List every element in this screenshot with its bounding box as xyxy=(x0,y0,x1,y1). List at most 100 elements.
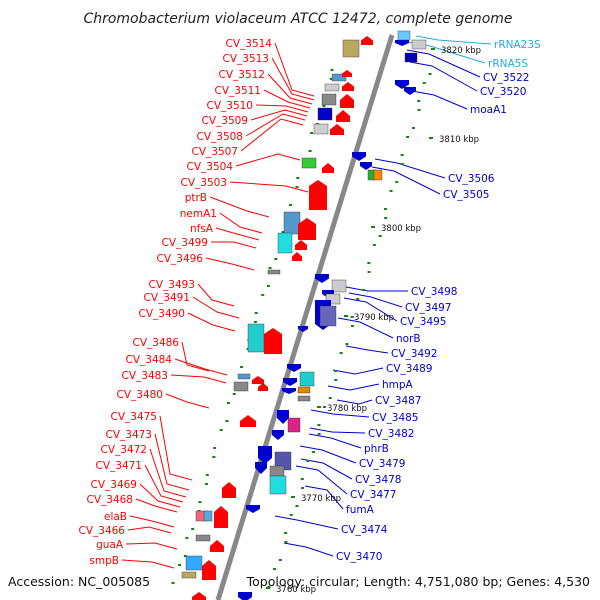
tick-dash xyxy=(428,73,432,75)
leader-line xyxy=(345,286,408,292)
tick-dash xyxy=(278,559,282,561)
tick-dash xyxy=(317,424,321,426)
gene-label-left: CV_3483 xyxy=(122,370,169,382)
tick-dash xyxy=(322,105,326,107)
leader-line xyxy=(263,89,311,109)
tick-dash xyxy=(254,312,258,314)
forward-gene-arrow xyxy=(202,560,216,580)
tick-dash xyxy=(334,379,338,381)
gene-box xyxy=(331,279,347,293)
reverse-gene-arrow xyxy=(395,80,409,89)
leader-line xyxy=(299,445,357,464)
leader-line xyxy=(406,49,481,78)
forward-gene-arrow xyxy=(258,383,268,391)
tick-dash xyxy=(205,483,209,485)
tick-dash xyxy=(261,294,265,296)
forward-gene-arrow xyxy=(322,163,334,173)
gene-label-left: CV_3480 xyxy=(117,389,164,401)
tick-dash xyxy=(395,181,399,183)
gene-label-left: CV_3472 xyxy=(101,444,148,456)
tick-dash xyxy=(339,352,343,354)
gene-label-left: CV_3491 xyxy=(144,292,191,304)
tick-dash xyxy=(273,568,277,570)
forward-gene-arrow xyxy=(192,592,206,600)
leader-line xyxy=(332,367,384,375)
tick-dash xyxy=(219,429,223,431)
tick-dash xyxy=(240,366,244,368)
leader-line xyxy=(283,542,334,557)
tick-dash xyxy=(171,582,175,584)
leader-line xyxy=(343,297,398,322)
gene-box xyxy=(195,534,211,542)
leader-line xyxy=(174,358,228,376)
leader-line xyxy=(170,374,227,384)
reverse-gene-arrow xyxy=(404,87,416,95)
tick-dash xyxy=(284,541,288,543)
topology-text: Topology: circular; Length: 4,751,080 bp… xyxy=(246,574,590,589)
gene-box xyxy=(233,381,249,392)
gene-label-left: elaB xyxy=(104,511,127,523)
gene-label-right: phrB xyxy=(364,443,389,455)
tick-dash xyxy=(411,127,415,129)
gene-label-right: fumA xyxy=(346,504,375,516)
gene-box xyxy=(181,571,197,579)
gene-features xyxy=(181,30,427,600)
leader-line xyxy=(240,118,304,152)
tick-dash xyxy=(422,82,426,84)
forward-gene-arrow xyxy=(214,506,228,528)
tick-dash xyxy=(232,393,236,395)
reverse-gene-arrow xyxy=(258,446,272,464)
kbp-label: 3800 kbp xyxy=(381,224,421,234)
kbp-tick xyxy=(291,496,295,498)
gene-label-left: CV_3486 xyxy=(133,337,180,349)
leader-line xyxy=(371,166,441,195)
gene-label-right: CV_3522 xyxy=(483,72,530,84)
gene-box xyxy=(277,232,293,254)
gene-label-right: CV_3520 xyxy=(480,86,527,98)
tick-dash xyxy=(345,343,349,345)
kbp-tick xyxy=(317,406,321,408)
leader-line xyxy=(144,464,184,503)
kbp-label: 3820 kbp xyxy=(441,46,481,56)
forward-gene-arrow xyxy=(295,240,307,250)
forward-gene-arrow xyxy=(309,180,327,210)
gene-label-left: CV_3493 xyxy=(149,279,196,291)
leader-line xyxy=(415,35,492,45)
tick-dash xyxy=(267,285,271,287)
gene-label-left: CV_3511 xyxy=(215,85,262,97)
leader-line xyxy=(229,181,309,193)
tick-dash xyxy=(378,235,382,237)
gene-label-right: CV_3479 xyxy=(359,458,406,470)
tick-dash xyxy=(367,271,371,273)
leader-line xyxy=(267,73,313,105)
tick-dash xyxy=(417,109,421,111)
reverse-gene-arrow xyxy=(360,162,372,170)
gene-label-left: CV_3512 xyxy=(219,69,266,81)
tick-dash xyxy=(417,100,421,102)
gene-label-right: CV_3495 xyxy=(400,316,447,328)
gene-box xyxy=(313,123,329,135)
tick-dash xyxy=(389,190,393,192)
gene-label-left: ptrB xyxy=(185,192,207,204)
gene-label-left: CV_3473 xyxy=(106,429,153,441)
kbp-label: 3780 kbp xyxy=(327,404,367,414)
gene-label-right: CV_3474 xyxy=(341,524,388,536)
forward-gene-arrow xyxy=(292,252,302,261)
forward-gene-arrow xyxy=(222,482,236,498)
leader-line xyxy=(209,196,270,218)
leader-line xyxy=(348,292,403,308)
kbp-tick xyxy=(371,226,375,228)
leader-line xyxy=(219,212,263,234)
gene-box xyxy=(267,269,281,275)
reverse-gene-arrow xyxy=(255,462,267,474)
tick-dash xyxy=(226,402,230,404)
gene-label-right: CV_3470 xyxy=(336,551,383,563)
leader-line xyxy=(274,515,339,530)
gene-label-right: CV_3477 xyxy=(350,489,397,501)
tick-dash xyxy=(289,514,293,516)
leader-line xyxy=(197,283,235,307)
tick-dash xyxy=(191,528,195,530)
gene-label-right: hmpA xyxy=(382,379,414,391)
gene-label-right: CV_3478 xyxy=(355,474,402,486)
